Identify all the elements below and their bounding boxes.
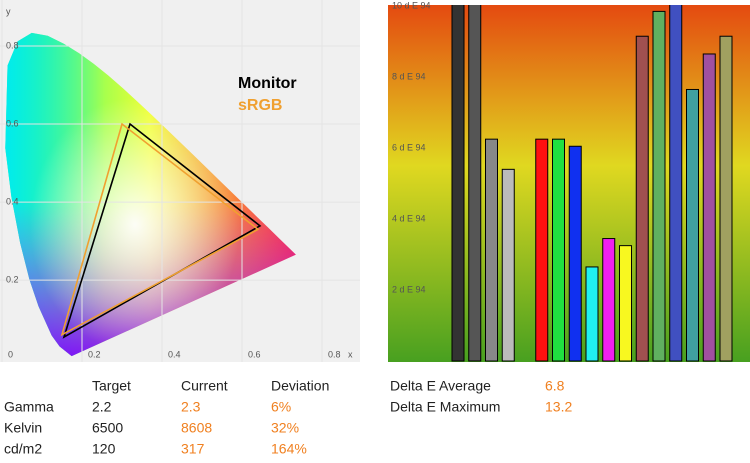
bar [635,35,649,362]
bar [702,53,716,362]
x-tick-label: 0 [8,349,13,359]
cell: 164% [271,441,307,457]
legend-entry: Monitor [238,75,297,92]
bar [451,5,465,362]
cell: 6% [271,399,291,415]
bar [501,168,515,362]
bar [485,138,498,362]
cell: 2.3 [181,399,201,415]
row-label: Gamma [4,399,54,415]
bar [585,266,599,362]
bar [619,245,632,362]
bar [568,145,582,362]
summary-label: Delta E Maximum [390,399,500,415]
y-tick-label: 0.4 [6,196,19,206]
bar [552,138,565,362]
x-tick-label: 0.6 [248,349,261,359]
bar [686,88,699,362]
summary-label: Delta E Average [390,378,491,394]
cell: 317 [181,441,205,457]
summary-value: 13.2 [545,399,572,415]
bars [451,5,733,362]
row-label: Kelvin [4,420,42,436]
y-tick-label: 0.2 [6,274,19,284]
bar [535,138,549,362]
y-tick-label: 10 d E 94 [392,0,431,10]
y-tick-label: 2 d E 94 [392,284,426,294]
bar [468,5,482,362]
row-label: cd/m2 [4,441,42,457]
y-axis-label: y [6,6,11,16]
cell: 6500 [92,420,123,436]
legend-entry: sRGB [238,97,282,114]
gamut-triangle [60,122,260,337]
x-tick-label: 0.4 [168,349,181,359]
bar [602,238,616,362]
bar [719,35,733,362]
cell: 120 [92,441,116,457]
y-tick-label: 0.6 [6,118,19,128]
bar [652,10,666,362]
column-header: Target [92,378,131,394]
summary-value: 6.8 [545,378,565,394]
x-tick-label: 0.2 [88,349,101,359]
y-tick-label: 8 d E 94 [392,71,426,81]
cell: 32% [271,420,299,436]
cell: 2.2 [92,399,112,415]
cell: 8608 [181,420,212,436]
column-header: Deviation [271,378,329,394]
y-tick-label: 0.8 [6,40,19,50]
x-axis-label: x [348,349,353,359]
y-tick-label: 4 d E 94 [392,213,426,223]
bar [669,5,683,362]
x-tick-label: 0.8 [328,349,341,359]
column-header: Current [181,378,228,394]
y-tick-label: 6 d E 94 [392,142,426,152]
